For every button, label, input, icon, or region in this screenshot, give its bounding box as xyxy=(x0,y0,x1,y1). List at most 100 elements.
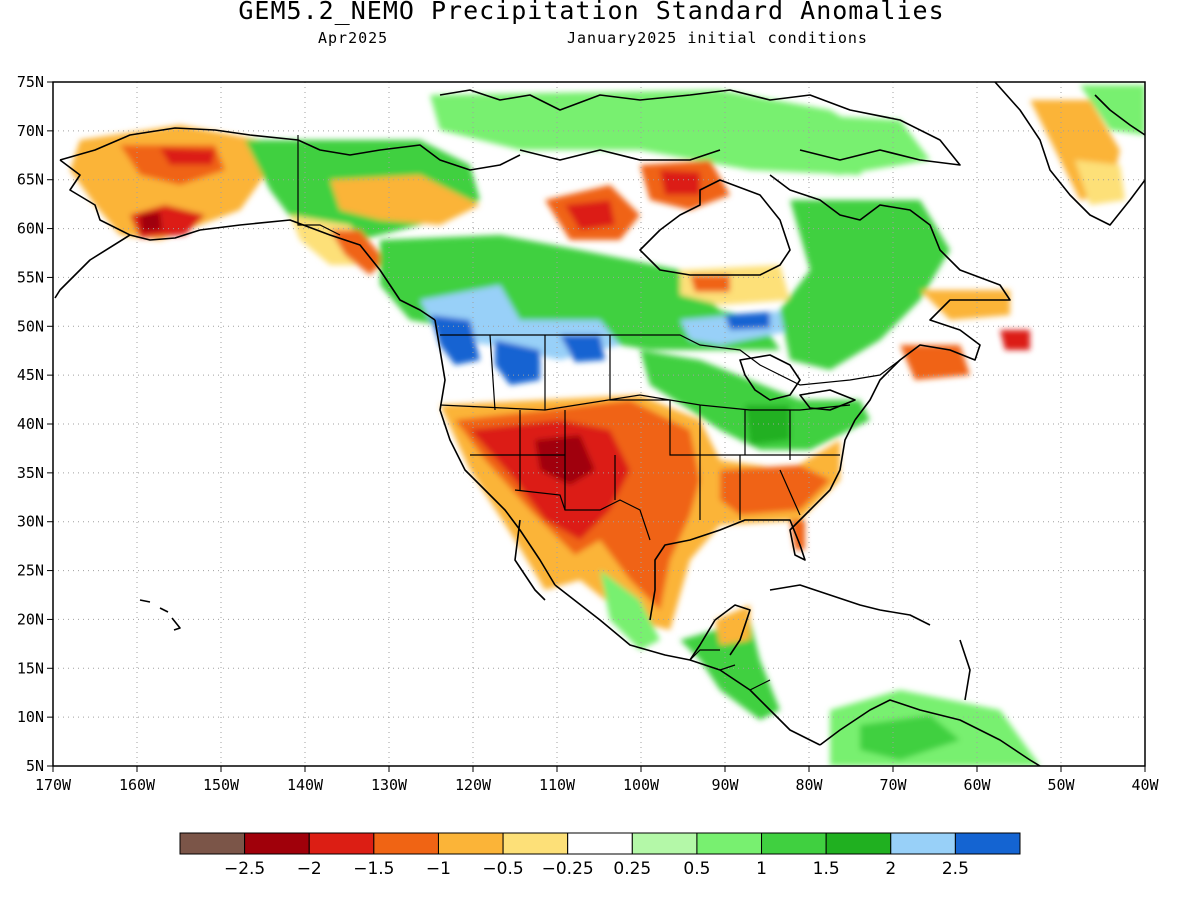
colorbar-swatch xyxy=(567,832,633,855)
anomaly-south-america-darkgreen xyxy=(860,715,960,760)
anomaly-alaska-darkred xyxy=(140,212,162,232)
colorbar-swatch xyxy=(437,832,504,855)
colorbar-label: −2 xyxy=(297,859,322,879)
colorbar-label: −1 xyxy=(426,859,451,879)
anomaly-newfoundland-red xyxy=(1000,330,1030,350)
colorbar-label: −0.25 xyxy=(542,859,594,879)
anomaly-hudson-red xyxy=(660,170,700,195)
anomaly-greenland-yellow xyxy=(1075,160,1125,205)
anomaly-greenland-green xyxy=(1080,85,1145,135)
lon-tick-label: 90W xyxy=(711,776,739,794)
colorbar-label: 1 xyxy=(756,859,767,879)
lat-tick-label: 10N xyxy=(17,708,44,726)
longitude-axis: 170W 160W 150W 140W 130W 120W 110W 100W 90W 80W 70… xyxy=(35,766,1160,794)
colorbar-swatch xyxy=(502,832,569,855)
us-canada-border xyxy=(440,334,901,386)
colorbar-label: 0.5 xyxy=(683,859,710,879)
lon-tick-label: 100W xyxy=(623,776,660,794)
west-coast xyxy=(434,319,556,601)
anomaly-southeast-orange xyxy=(720,465,830,515)
lon-tick-label: 130W xyxy=(371,776,408,794)
hawaii xyxy=(139,599,181,631)
lat-tick-label: 70N xyxy=(17,122,44,140)
lat-tick-label: 40N xyxy=(17,415,44,433)
mexico-gulf-coast xyxy=(554,419,856,746)
alaska-coast xyxy=(54,127,521,321)
colorbar-swatch xyxy=(179,832,246,855)
political-borders xyxy=(297,135,901,691)
forecast-month: Apr2025 xyxy=(318,29,389,47)
colorbar-swatch xyxy=(696,832,763,855)
latitude-axis: 75N 70N 65N 60N 55N 50N 45N 40N 35N 30N 25N 20N 15N 1… xyxy=(17,73,53,775)
us-mexico-border xyxy=(514,489,651,541)
lat-tick-label: 20N xyxy=(17,610,44,628)
lon-tick-label: 170W xyxy=(35,776,72,794)
anomaly-montana-blue xyxy=(560,335,605,362)
lon-tick-label: 120W xyxy=(455,776,492,794)
lat-tick-label: 25N xyxy=(17,562,44,580)
lon-tick-label: 160W xyxy=(119,776,156,794)
cuba-caribbean xyxy=(769,584,971,701)
colorbar-label: 2 xyxy=(885,859,896,879)
lon-tick-label: 80W xyxy=(795,776,823,794)
colorbar-swatch xyxy=(308,832,375,855)
arctic-islands xyxy=(439,89,961,166)
anomaly-labrador-orange xyxy=(920,290,1010,320)
colorbar-swatch xyxy=(890,832,956,855)
anomaly-yukon-orange xyxy=(330,175,480,225)
anomaly-alaska-red xyxy=(160,148,215,165)
anomaly-nunavut-red xyxy=(565,200,615,230)
colorbar-swatch xyxy=(954,832,1021,855)
lat-tick-label: 60N xyxy=(17,220,44,238)
colorbar-swatch xyxy=(631,832,698,855)
lat-tick-label: 65N xyxy=(17,171,44,189)
colorbar-label: −0.5 xyxy=(482,859,523,879)
colorbar-swatch xyxy=(825,832,892,855)
colorbar-swatch xyxy=(244,832,310,855)
lat-tick-label: 50N xyxy=(17,317,44,335)
colorbar-swatch xyxy=(373,832,439,855)
initial-conditions: January2025 initial conditions xyxy=(567,29,868,47)
greenland-coast xyxy=(994,82,1145,226)
anomaly-bc-blue xyxy=(430,315,480,365)
coastlines xyxy=(54,82,1145,766)
colorbar-label: 2.5 xyxy=(942,859,969,879)
lat-tick-label: 15N xyxy=(17,659,44,677)
south-america-coast xyxy=(819,699,1041,766)
anomaly-midwest-green xyxy=(640,350,870,450)
anomaly-baffin-green xyxy=(720,110,930,175)
colorbar-labels: −2.5 −2 −1.5 −1 −0.5 −0.25 0.25 0.5 1 1.5 2 2.5 xyxy=(224,859,969,879)
lon-tick-label: 140W xyxy=(287,776,324,794)
lon-tick-label: 70W xyxy=(879,776,907,794)
anomaly-quebec-green xyxy=(780,200,950,370)
alaska-canada-border xyxy=(297,135,341,236)
colorbar-swatch xyxy=(761,832,827,855)
great-lakes xyxy=(739,354,856,411)
lon-tick-label: 40W xyxy=(1131,776,1159,794)
lon-tick-label: 60W xyxy=(963,776,991,794)
lat-tick-label: 55N xyxy=(17,268,44,286)
anomaly-mexico-green xyxy=(600,570,660,650)
lon-tick-label: 150W xyxy=(203,776,240,794)
colorbar-label: −2.5 xyxy=(224,859,265,879)
east-coast-canada xyxy=(769,174,1011,421)
lat-tick-label: 75N xyxy=(17,73,44,91)
lat-tick-label: 5N xyxy=(26,757,44,775)
colorbar-label: 1.5 xyxy=(813,859,840,879)
hudson-bay xyxy=(639,179,791,276)
anomaly-idaho-blue xyxy=(495,340,540,385)
us-state-lines xyxy=(439,334,851,520)
anomaly-coast-orange xyxy=(330,230,385,275)
lon-tick-label: 50W xyxy=(1047,776,1075,794)
anomaly-ontario-blue xyxy=(725,312,770,330)
lat-tick-label: 35N xyxy=(17,464,44,482)
colorbar xyxy=(179,832,1021,855)
lat-tick-label: 30N xyxy=(17,513,44,531)
map-title: GEM5.2_NEMO Precipitation Standard Anoma… xyxy=(238,0,945,25)
anomaly-ohio-green xyxy=(745,405,790,445)
graticule xyxy=(53,82,1145,766)
colorbar-label: 0.25 xyxy=(613,859,651,879)
anomaly-maritimes-orange xyxy=(900,345,970,380)
colorbar-label: −1.5 xyxy=(353,859,394,879)
